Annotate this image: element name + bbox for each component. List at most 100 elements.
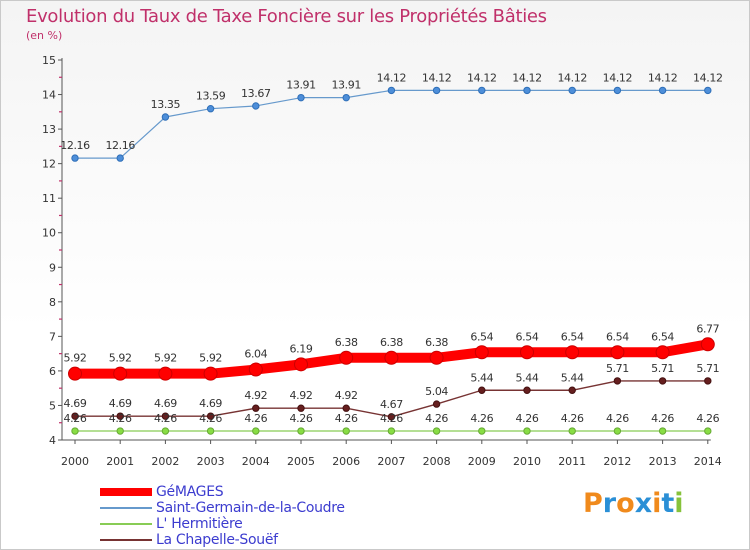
data-label-hermitiere: 4.26 [380, 412, 403, 425]
data-point-hermitiere [432, 427, 441, 435]
data-label-chapelle-souef: 4.69 [109, 397, 132, 410]
logo-letter: i [652, 488, 662, 519]
data-label-hermitiere: 4.26 [561, 412, 584, 425]
data-point-hermitiere [116, 427, 124, 435]
data-label-chapelle-souef: 4.69 [199, 397, 222, 410]
data-point-saint-germain [297, 93, 305, 102]
data-point-saint-germain [387, 86, 396, 95]
data-point-chapelle-souef [432, 400, 441, 408]
x-tick-label: 2008 [423, 455, 451, 468]
y-tick-label: 10 [42, 227, 56, 240]
data-label-hermitiere: 4.26 [154, 412, 177, 425]
data-label-gemages: 6.54 [651, 330, 674, 343]
data-point-gemages [248, 362, 263, 377]
data-point-chapelle-souef [478, 386, 486, 394]
data-point-saint-germain [342, 93, 350, 102]
x-tick-label: 2012 [603, 455, 631, 468]
data-label-chapelle-souef: 5.71 [606, 362, 629, 375]
data-label-chapelle-souef: 4.67 [380, 398, 403, 411]
data-label-hermitiere: 4.26 [290, 412, 313, 425]
data-point-chapelle-souef [116, 412, 124, 420]
legend-item-hermitiere[interactable]: L' Hermitière [100, 516, 345, 532]
data-label-chapelle-souef: 4.92 [290, 389, 313, 402]
legend-label-saint-germain: Saint-Germain-de-la-Coudre [156, 500, 345, 516]
data-label-gemages: 6.77 [696, 322, 719, 335]
data-point-hermitiere [478, 427, 486, 435]
data-label-saint-germain: 13.59 [196, 90, 226, 103]
data-label-gemages: 6.38 [425, 336, 448, 349]
logo-letter: o [616, 488, 635, 519]
data-point-saint-germain [206, 105, 215, 113]
data-label-saint-germain: 12.16 [60, 139, 90, 152]
data-label-chapelle-souef: 5.44 [516, 371, 539, 384]
legend-item-chapelle-souef[interactable]: La Chapelle-Souëf [100, 532, 345, 548]
data-label-hermitiere: 4.26 [696, 412, 719, 425]
data-point-gemages [655, 345, 670, 360]
data-label-saint-germain: 14.12 [377, 71, 407, 84]
data-label-saint-germain: 14.12 [422, 71, 452, 84]
data-point-gemages [700, 337, 715, 352]
data-label-chapelle-souef: 5.44 [470, 371, 493, 384]
legend-item-saint-germain[interactable]: Saint-Germain-de-la-Coudre [100, 500, 345, 516]
data-point-saint-germain [568, 86, 576, 95]
data-point-saint-germain [704, 86, 712, 95]
data-label-chapelle-souef: 5.71 [696, 362, 719, 375]
data-label-saint-germain: 14.12 [603, 71, 633, 84]
x-tick-label: 2006 [332, 455, 360, 468]
data-point-hermitiere [613, 427, 622, 435]
data-label-hermitiere: 4.26 [516, 412, 539, 425]
data-label-hermitiere: 4.26 [64, 412, 87, 425]
x-tick-label: 2014 [694, 455, 722, 468]
data-label-gemages: 6.38 [335, 336, 358, 349]
data-label-chapelle-souef: 5.04 [425, 385, 448, 398]
data-point-gemages [520, 345, 534, 360]
legend-item-gemages[interactable]: GéMAGES [100, 484, 345, 500]
logo-letter: t [661, 488, 675, 519]
data-point-gemages [203, 366, 218, 381]
logo-letter: r [602, 488, 617, 519]
data-label-gemages: 6.19 [290, 342, 313, 355]
y-tick-label: 4 [49, 434, 56, 447]
data-point-saint-germain [116, 154, 124, 162]
data-label-chapelle-souef: 4.69 [64, 397, 87, 410]
legend-swatch-hermitiere [100, 523, 152, 525]
chart-title: Evolution du Taux de Taxe Foncière sur l… [26, 6, 547, 27]
data-point-hermitiere [161, 427, 170, 435]
data-point-saint-germain [613, 86, 622, 95]
data-label-hermitiere: 4.26 [199, 412, 222, 425]
data-label-gemages: 5.92 [109, 352, 132, 365]
data-label-saint-germain: 13.91 [331, 79, 361, 92]
y-tick-label: 7 [49, 330, 56, 343]
data-label-saint-germain: 14.12 [693, 71, 723, 84]
data-point-hermitiere [523, 427, 531, 435]
data-point-saint-germain [432, 86, 441, 95]
chart-legend: GéMAGES Saint-Germain-de-la-Coudre L' He… [100, 484, 345, 548]
y-tick-label: 12 [42, 158, 56, 171]
data-label-saint-germain: 12.16 [105, 139, 135, 152]
x-tick-label: 2004 [242, 455, 270, 468]
logo-letter: x [634, 488, 653, 519]
x-tick-label: 2003 [197, 455, 225, 468]
data-point-gemages [113, 366, 128, 381]
y-tick-label: 15 [42, 54, 56, 67]
data-point-chapelle-souef [523, 386, 531, 394]
data-label-gemages: 5.92 [154, 352, 177, 365]
data-label-saint-germain: 14.12 [467, 71, 497, 84]
x-tick-label: 2005 [287, 455, 315, 468]
x-tick-label: 2013 [649, 455, 677, 468]
data-label-saint-germain: 13.35 [151, 98, 181, 111]
data-label-hermitiere: 4.26 [425, 412, 448, 425]
x-tick-label: 2010 [513, 455, 541, 468]
data-point-hermitiere [252, 427, 260, 435]
data-label-hermitiere: 4.26 [651, 412, 674, 425]
y-tick-label: 11 [42, 192, 56, 205]
data-point-chapelle-souef [206, 412, 215, 420]
x-tick-label: 2009 [468, 455, 496, 468]
data-point-hermitiere [704, 427, 712, 435]
x-tick-label: 2002 [151, 455, 179, 468]
x-tick-label: 2000 [61, 455, 89, 468]
data-label-gemages: 6.54 [606, 330, 629, 343]
y-tick-label: 9 [49, 261, 56, 274]
